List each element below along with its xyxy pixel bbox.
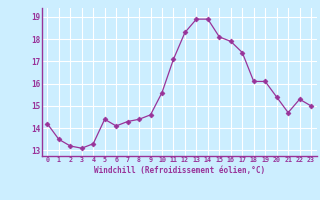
X-axis label: Windchill (Refroidissement éolien,°C): Windchill (Refroidissement éolien,°C) [94, 166, 265, 175]
